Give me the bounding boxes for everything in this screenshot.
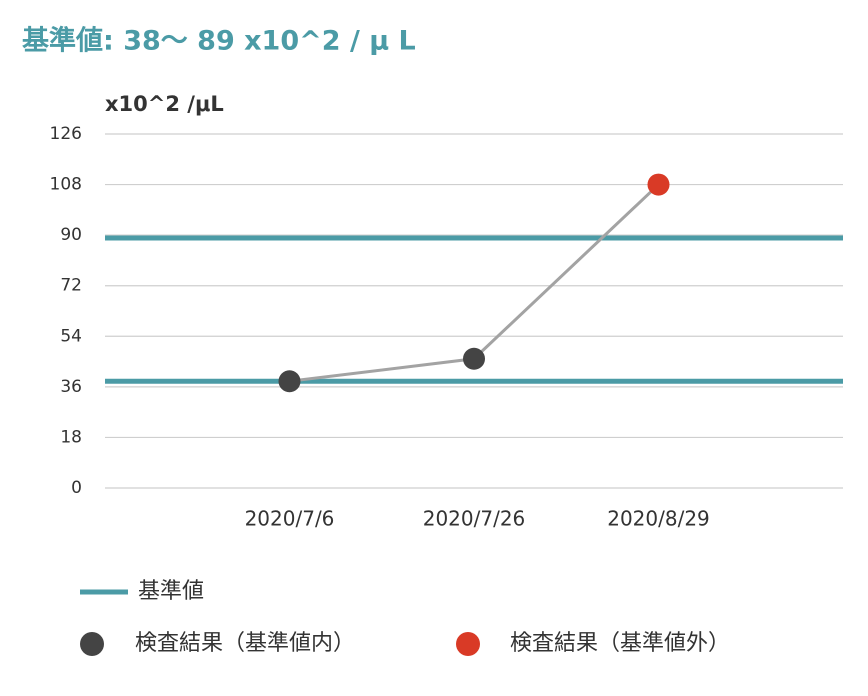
y-axis-label: x10^2 /μL — [105, 92, 224, 116]
legend-label: 検査結果（基準値外） — [510, 631, 730, 656]
y-tick-label: 72 — [60, 276, 82, 296]
y-tick-label: 54 — [60, 326, 82, 346]
x-tick-label: 2020/8/29 — [607, 507, 710, 531]
y-tick-label: 90 — [60, 225, 82, 245]
y-tick-label: 18 — [60, 427, 82, 447]
legend-swatch — [456, 632, 480, 656]
y-tick-label: 36 — [60, 377, 82, 397]
y-tick-label: 108 — [50, 175, 82, 195]
legend-label: 基準値 — [138, 579, 204, 604]
data-point — [278, 370, 301, 393]
x-tick-label: 2020/7/6 — [245, 507, 335, 531]
y-tick-label: 0 — [71, 478, 82, 498]
data-point — [463, 347, 485, 370]
legend-swatch — [80, 632, 104, 656]
chart-title: 基準値: 38〜 89 x10^2 / μ L — [22, 25, 416, 57]
legend-label: 検査結果（基準値内） — [135, 631, 355, 656]
y-tick-label: 126 — [50, 124, 82, 144]
data-point — [647, 173, 670, 196]
x-tick-label: 2020/7/26 — [423, 507, 526, 531]
